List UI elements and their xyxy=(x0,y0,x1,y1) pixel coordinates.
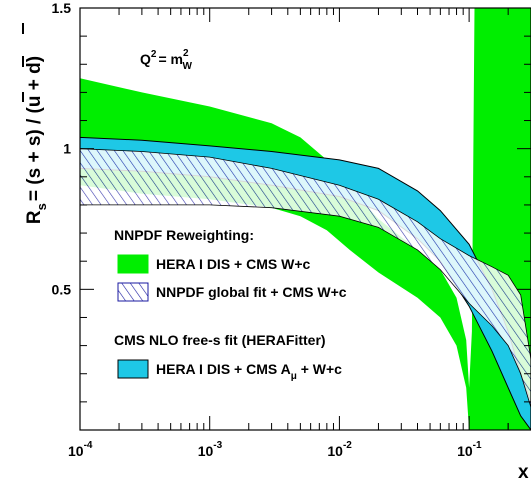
x-tick-label: 10-2 xyxy=(327,440,352,459)
plot-frame xyxy=(79,7,531,431)
y-tick-label: 1 xyxy=(63,141,71,157)
y-axis-title: Rs = (s + s) / (u + d) xyxy=(22,23,49,224)
legend-swatch-nnpdf-global xyxy=(117,282,149,302)
legend-swatch-hera-cms-wc xyxy=(117,254,149,274)
y-axis-title-rest: = (s + s) / (u + d) xyxy=(24,56,45,201)
legend-label-nnpdf-global: NNPDF global fit + CMS W+c xyxy=(156,284,347,300)
m-exponent: 2 xyxy=(183,48,189,59)
x-tick-label: 10-1 xyxy=(457,440,482,459)
axis-ticks xyxy=(79,7,531,431)
legend-swatch-hera-cms-amu xyxy=(117,359,149,379)
m-subscript: W xyxy=(183,61,193,72)
legend-label-amu-tail: + W+c xyxy=(297,361,342,377)
band-nnpdf-global xyxy=(80,148,531,408)
band-hera-cms-wc xyxy=(80,8,531,430)
y-axis-title-r: R xyxy=(24,210,45,224)
x-tick-label: 10-3 xyxy=(198,440,223,459)
svg-text:Rs= (s + s) / (u + d): Rs = (s + s) / (u + d) xyxy=(24,56,49,224)
legend-label-hera-cms-amu: HERA I DIS + CMS Aμ + W+c xyxy=(156,361,342,382)
y-tick-label: 1.5 xyxy=(52,0,72,16)
legend: NNPDF Reweighting: HERA I DIS + CMS W+c … xyxy=(114,227,347,382)
x-axis-title: x xyxy=(518,462,529,483)
y-axis-title-sub: s xyxy=(34,203,49,210)
legend-group1-title: NNPDF Reweighting: xyxy=(114,227,254,243)
y-tick-labels: 0.5 1 1.5 xyxy=(52,0,72,297)
legend-label-amu-sub: μ xyxy=(291,371,297,382)
y-tick-label: 0.5 xyxy=(52,281,72,297)
legend-label-hera-cms-wc: HERA I DIS + CMS W+c xyxy=(156,256,311,272)
x-tick-label: 10-4 xyxy=(68,440,93,459)
legend-label-amu-main: HERA I DIS + CMS A xyxy=(156,361,291,377)
plot-area xyxy=(80,8,531,430)
q-symbol: Q xyxy=(140,51,151,67)
q2-annotation: Q2 = m2 W xyxy=(140,48,193,72)
legend-group2-title: CMS NLO free-s fit (HERAFitter) xyxy=(114,332,326,348)
q-equals-m: = m xyxy=(158,51,183,67)
q-exponent: 2 xyxy=(151,49,157,60)
x-tick-labels: 10-4 10-3 10-2 10-1 xyxy=(68,440,482,459)
